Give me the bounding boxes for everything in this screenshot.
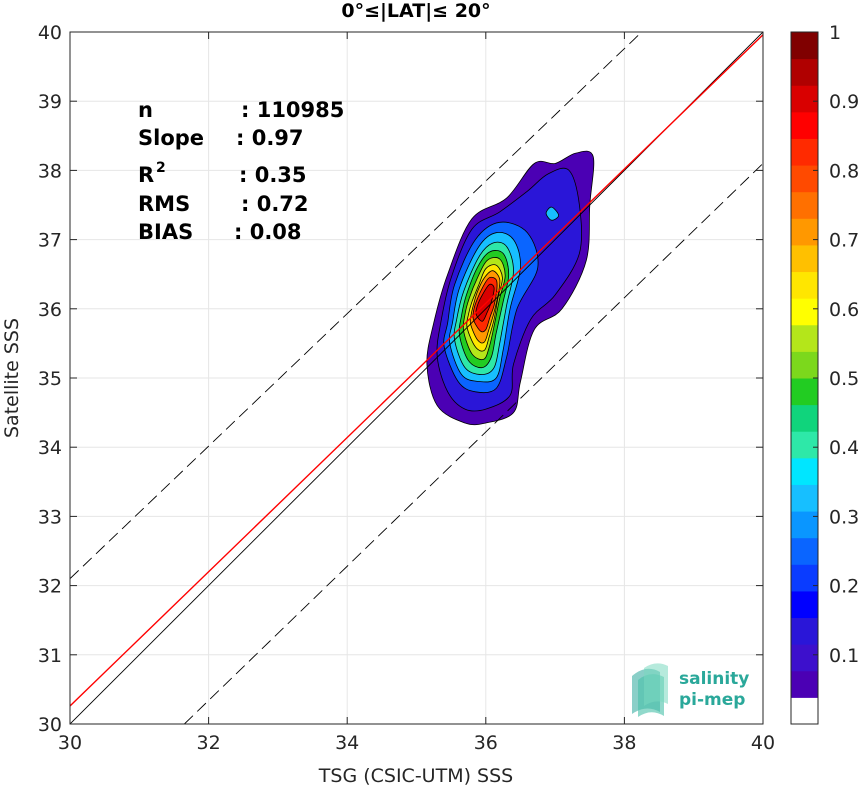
colorbar-segment <box>791 32 818 60</box>
colorbar-tick-label: 0.7 <box>829 230 858 252</box>
colorbar-tick-label: 0.9 <box>829 91 858 113</box>
chart-title: 0°≤|LAT|≤ 20° <box>341 0 490 22</box>
colorbar-segment <box>791 244 818 273</box>
x-tick-label: 36 <box>474 732 498 754</box>
colorbar-tick-label: 0.3 <box>829 506 858 528</box>
stat-label: n <box>138 98 153 122</box>
logo-line2: pi-mep <box>679 690 745 710</box>
reference-lines <box>70 32 763 724</box>
y-tick-label: 30 <box>38 714 62 736</box>
density-contour-0.3 <box>545 206 560 221</box>
colorbar-segment <box>791 324 818 352</box>
fit-line <box>70 34 763 707</box>
colorbar-segment <box>791 511 818 539</box>
x-tick-label: 38 <box>612 732 636 754</box>
stat-value: : 0.97 <box>236 126 304 150</box>
lower-bound-line <box>184 163 763 724</box>
x-tick-label: 32 <box>197 732 221 754</box>
y-tick-label: 36 <box>38 299 62 321</box>
colorbar-segment <box>791 431 818 459</box>
stat-value: : 0.08 <box>234 220 302 244</box>
colorbar-tick-label: 1 <box>829 22 841 44</box>
colorbar-segment <box>791 378 818 406</box>
colorbar-segment <box>791 298 818 326</box>
y-tick-label: 39 <box>38 91 62 113</box>
x-tick-label: 40 <box>751 732 775 754</box>
y-axis-label: Satellite SSS <box>1 318 23 438</box>
colorbar-segment <box>791 590 818 619</box>
colorbar-segment <box>791 617 818 645</box>
stats-box: n : 110985 Slope : 0.97 R 2 : 0.35 RMS : 0.72 BIA… <box>138 98 344 244</box>
stat-label: Slope <box>138 126 204 150</box>
colorbar-segment <box>791 111 818 139</box>
logo-line1: salinity <box>679 669 749 689</box>
x-axis-label: TSG (CSIC-UTM) SSS <box>318 765 513 787</box>
x-tick-label: 30 <box>58 732 82 754</box>
x-tick-label: 34 <box>335 732 359 754</box>
colorbar-segment <box>791 191 818 219</box>
logo-wave-icon <box>632 663 668 717</box>
colorbar-segment <box>791 85 818 113</box>
colorbar-segment <box>791 165 818 193</box>
colorbar-tick-label: 0.1 <box>829 645 858 667</box>
stat-value: : 110985 <box>241 98 344 122</box>
stat-value: : 0.35 <box>239 163 307 187</box>
stat-superscript: 2 <box>156 160 166 176</box>
y-tick-label: 34 <box>38 437 62 459</box>
stat-label: R <box>138 163 154 187</box>
y-tick-label: 38 <box>38 160 62 182</box>
x-axis-ticks: 30 32 34 36 38 40 <box>58 32 775 754</box>
y-tick-label: 32 <box>38 576 62 598</box>
colorbar-tick-label: 0.5 <box>829 368 858 390</box>
colorbar-segment <box>791 644 818 672</box>
y-tick-label: 35 <box>38 368 62 390</box>
colorbar-segment <box>791 58 818 86</box>
colorbar-segment <box>791 537 818 565</box>
colorbar-segment <box>791 457 818 485</box>
colorbar-segment <box>791 670 818 698</box>
colorbar: 0.1 0.2 0.3 0.4 0.5 0.6 0.7 0.8 0.9 1 <box>790 22 858 725</box>
colorbar-segment <box>791 351 818 379</box>
y-tick-label: 40 <box>38 22 62 44</box>
grid-lines <box>69 31 764 725</box>
colorbar-segment <box>791 138 818 166</box>
colorbar-tick-label: 0.8 <box>829 160 858 182</box>
colorbar-tick-label: 0.2 <box>829 576 858 598</box>
colorbar-tick-label: 0.6 <box>829 299 858 321</box>
y-axis-ticks: 30 31 32 33 34 35 36 37 38 39 40 <box>38 22 763 736</box>
colorbar-segment <box>791 218 818 246</box>
stat-label: BIAS <box>138 220 193 244</box>
stat-value: : 0.72 <box>241 192 309 216</box>
upper-bound-line <box>70 32 643 580</box>
salinity-pi-mep-logo: salinity pi-mep <box>632 663 749 717</box>
colorbar-tick-label: 0.4 <box>829 437 858 459</box>
colorbar-segment <box>791 404 818 432</box>
y-tick-label: 33 <box>38 506 62 528</box>
density-contours <box>426 150 595 426</box>
y-tick-label: 31 <box>38 645 62 667</box>
y-tick-label: 37 <box>38 230 62 252</box>
stat-label: RMS <box>138 192 190 216</box>
density-contour-0.95 <box>475 283 495 322</box>
colorbar-segment <box>791 271 818 299</box>
colorbar-segment <box>791 697 818 725</box>
colorbar-segment <box>791 564 818 592</box>
colorbar-segment <box>791 484 818 512</box>
